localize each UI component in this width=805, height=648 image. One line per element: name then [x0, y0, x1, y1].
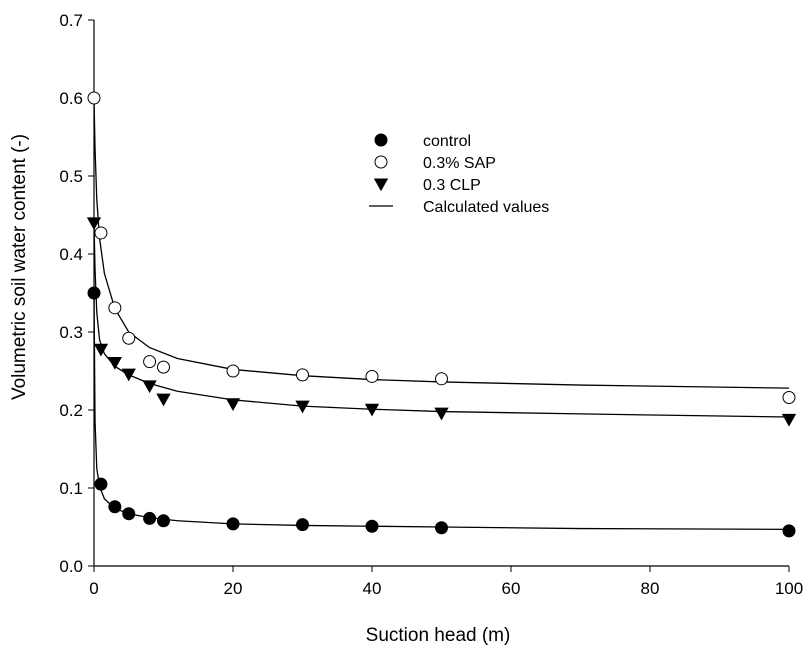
data-point-0-3-clp	[121, 368, 136, 382]
legend-label-0-3-sap: 0.3% SAP	[423, 155, 496, 172]
data-point-0-3-sap	[87, 91, 101, 105]
data-point-0-3-clp	[93, 343, 109, 357]
data-point-0-3-sap	[108, 301, 122, 315]
fitted-curve	[93, 97, 790, 389]
x-tick-label: 20	[224, 579, 243, 598]
data-point-0-3-sap	[94, 226, 108, 240]
data-point-control	[365, 519, 379, 533]
data-point-0-3-clp	[225, 398, 241, 412]
data-points-group	[86, 91, 797, 538]
x-tick-label: 40	[363, 579, 382, 598]
data-point-control	[435, 521, 448, 535]
data-point-0-3-clp	[364, 403, 380, 417]
data-point-control	[87, 286, 101, 300]
data-point-0-3-sap	[143, 355, 157, 369]
y-tick-label: 0.5	[59, 167, 83, 186]
fitted-curve	[93, 222, 790, 418]
legend: control 0.3% SAP 0.3 CLP Calculated values	[369, 133, 549, 216]
x-tick-label: 100	[775, 579, 803, 598]
y-tick-label: 0.1	[59, 479, 83, 498]
data-point-control	[226, 517, 240, 531]
data-point-0-3-sap	[782, 391, 796, 405]
data-point-0-3-clp	[156, 393, 171, 407]
data-point-0-3-clp	[434, 407, 449, 421]
y-tick-label: 0.6	[59, 89, 83, 108]
data-point-0-3-clp	[142, 380, 157, 394]
legend-label-calculated-values: Calculated values	[423, 199, 549, 216]
legend-swatch-0-3-clp	[373, 178, 389, 192]
data-point-0-3-sap	[365, 369, 379, 383]
data-point-0-3-clp	[295, 400, 310, 414]
data-point-control	[108, 500, 122, 514]
legend-label-control: control	[423, 133, 471, 150]
y-axis-title: Volumetric soil water content (-)	[9, 134, 30, 400]
legend-swatch-0-3-sap	[374, 155, 388, 169]
data-point-0-3-clp	[781, 413, 797, 427]
data-point-0-3-sap	[296, 368, 309, 382]
data-point-control	[782, 524, 796, 538]
y-tick-label: 0.7	[59, 11, 83, 30]
data-point-control	[122, 507, 136, 521]
data-point-0-3-sap	[226, 364, 240, 378]
x-axis-title: Suction head (m)	[366, 625, 511, 646]
data-point-0-3-clp	[86, 217, 102, 231]
data-point-0-3-clp	[107, 356, 123, 370]
data-point-control	[94, 477, 108, 491]
x-tick-label: 80	[641, 579, 660, 598]
y-tick-label: 0.3	[59, 323, 83, 342]
data-point-0-3-sap	[157, 360, 170, 374]
axes-group	[93, 20, 789, 567]
data-point-control	[143, 511, 157, 525]
ticks-group: 0.0 0.1 0.2 0.3 0.4 0.5 0.6 0.7 0 20 40 60 80 100	[59, 11, 803, 598]
y-tick-label: 0.2	[59, 401, 83, 420]
data-point-0-3-sap	[122, 331, 136, 345]
data-point-control	[296, 518, 309, 532]
x-tick-label: 60	[502, 579, 521, 598]
legend-label-0-3-clp: 0.3 CLP	[423, 177, 481, 194]
legend-swatch-control	[374, 133, 388, 147]
data-point-control	[157, 514, 170, 528]
y-tick-label: 0.0	[59, 557, 83, 576]
y-tick-label: 0.4	[59, 245, 83, 264]
x-tick-label: 0	[89, 579, 98, 598]
data-point-0-3-sap	[435, 372, 448, 386]
